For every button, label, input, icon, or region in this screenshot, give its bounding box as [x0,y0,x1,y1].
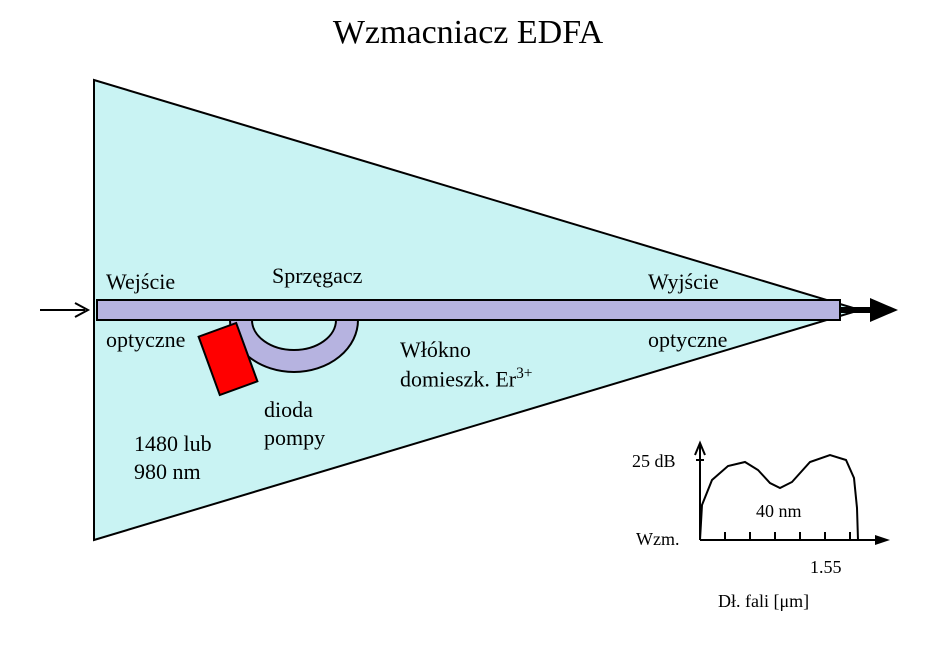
input-label-top: Wejście [106,268,175,296]
fiber-bar [97,300,840,320]
input-arrow-icon [40,303,88,317]
pump-wavelength-label: 1480 lub 980 nm [134,430,212,485]
gain-chart [695,443,890,545]
input-label-bottom: optyczne [106,326,185,354]
output-label-top: Wyjście [648,268,719,296]
diode-label-line2: pompy [264,425,325,450]
output-label-bottom: optyczne [648,326,727,354]
chart-x-axis-label: Dł. fali [μm] [718,590,809,613]
xlabel-a: Dł. fali [ [718,591,779,611]
fiber-label-line2b: 3+ [516,365,532,382]
coupler-label: Sprzęgacz [272,262,362,290]
chart-bandwidth-label: 40 nm [756,500,802,523]
output-arrow-icon [840,298,898,322]
chart-ytick-label: 25 dB [632,450,676,473]
xlabel-c: m] [789,591,809,611]
pump-wl-line1: 1480 lub [134,431,212,456]
fiber-label: Włókno domieszk. Er3+ [400,336,532,392]
chart-xtick-label: 1.55 [810,556,842,579]
fiber-label-line1: Włókno [400,337,471,362]
pump-wl-line2: 980 nm [134,459,201,484]
gain-curve [700,455,858,540]
xlabel-mu: μ [779,591,789,611]
chart-y-axis-label: Wzm. [636,528,679,551]
fiber-label-line2a: domieszk. Er [400,366,516,391]
diode-label-line1: dioda [264,397,313,422]
diode-label: dioda pompy [264,396,325,451]
